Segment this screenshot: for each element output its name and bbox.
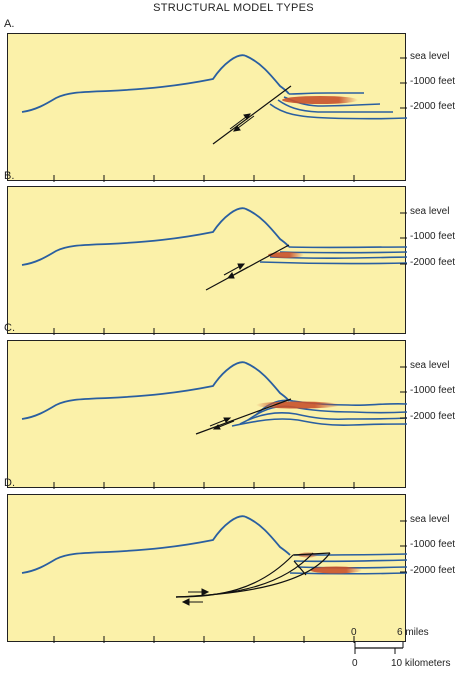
horizon-1 (288, 92, 364, 95)
panel-b-depth-2000: -2000 feet (410, 257, 456, 268)
horizon-3 (239, 411, 408, 425)
imbricate-faults (175, 552, 331, 598)
reservoir-body (282, 96, 358, 104)
panel-b-depth-1000: -1000 feet (410, 231, 456, 242)
fault-line (212, 85, 292, 145)
depth-ticks (400, 366, 407, 419)
depth-ticks (400, 520, 407, 573)
scale-km-label: 10 kilometers (391, 658, 451, 669)
horizon-2 (279, 251, 408, 254)
panel-a-depth-2000: -2000 feet (410, 101, 456, 112)
panel-b (7, 186, 408, 335)
horizon-2 (293, 559, 408, 563)
panel-b-section (21, 207, 408, 335)
panel-b-letter: B. (4, 170, 15, 182)
panel-a-depth-1000: -1000 feet (410, 76, 456, 87)
fault-slip-arrows (209, 417, 235, 430)
figure-title: STRUCTURAL MODEL TYPES (153, 2, 314, 14)
panel-d-section (21, 515, 408, 643)
panel-d (7, 494, 408, 643)
panel-c-letter: C. (4, 322, 15, 334)
panel-c (7, 340, 408, 489)
panel-a-letter: A. (4, 18, 15, 30)
panel-c-sea-level: sea level (410, 360, 450, 371)
horizon-4 (259, 261, 408, 265)
panel-a-section (21, 54, 408, 182)
panel-d-depth-1000: -1000 feet (410, 539, 456, 550)
bottom-ticks (53, 482, 355, 489)
scale-miles-zero: 0 (351, 627, 357, 638)
reservoir-body (256, 401, 340, 409)
panel-c-section (21, 361, 408, 489)
surface-horizon (21, 54, 290, 113)
scale-miles-label: 6 miles (397, 627, 429, 638)
surface-horizon (21, 515, 291, 574)
panel-b-sea-level: sea level (410, 206, 450, 217)
panel-a (7, 33, 408, 182)
bottom-ticks (53, 328, 355, 335)
fault-slip-arrows (181, 588, 210, 606)
bottom-ticks (53, 636, 355, 643)
horizon-2 (247, 405, 408, 421)
horizon-4 (289, 572, 408, 575)
scale-km-zero: 0 (352, 658, 358, 669)
fault-slip-arrows (229, 113, 255, 132)
panel-a-sea-level: sea level (410, 51, 450, 62)
fault-line (195, 398, 292, 435)
horizon-4 (231, 418, 408, 427)
bottom-ticks (53, 175, 355, 182)
depth-ticks (400, 57, 407, 109)
reservoir-body (310, 566, 362, 574)
scale-bar (354, 642, 404, 654)
depth-ticks (400, 212, 407, 265)
panel-d-letter: D. (4, 477, 15, 489)
surface-horizon (21, 207, 290, 266)
fault-slip-arrows (223, 263, 249, 279)
surface-horizon (21, 361, 290, 420)
horizon-4 (269, 103, 408, 120)
horizon-3 (277, 99, 393, 113)
panel-c-depth-1000: -1000 feet (410, 385, 456, 396)
reservoir-body (268, 252, 304, 258)
panel-d-sea-level: sea level (410, 514, 450, 525)
panel-c-depth-2000: -2000 feet (410, 411, 456, 422)
panel-d-depth-2000: -2000 feet (410, 565, 456, 576)
